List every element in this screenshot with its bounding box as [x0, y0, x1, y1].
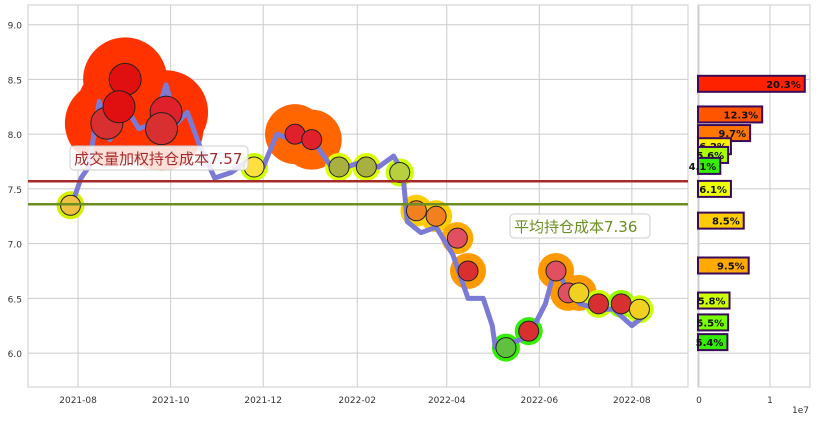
volume-bar-label: 5.6% — [696, 151, 724, 162]
strawberry-icon — [301, 129, 323, 151]
carrot-icon — [405, 200, 427, 222]
label-box — [69, 145, 249, 171]
watermelon-icon — [457, 260, 479, 282]
apple-icon — [108, 62, 142, 96]
volume-bar — [697, 333, 729, 352]
x-tick-label: 1 — [767, 396, 773, 406]
radish-icon — [545, 260, 567, 282]
volume-bar-label: 4.1% — [689, 162, 717, 173]
x-tick-label: 2021-12 — [244, 396, 282, 406]
apple-icon — [102, 90, 136, 124]
pineapple-slices-icon — [495, 337, 517, 359]
hline-label-weighted: 成交量加权持仓成本7.57 — [74, 150, 242, 168]
hline-label-average: 平均持仓成本7.36 — [514, 218, 637, 236]
carrot-icon — [425, 205, 447, 227]
corn-icon — [568, 282, 590, 304]
volume-bar — [697, 211, 745, 230]
x-tick-label: 0 — [696, 396, 702, 406]
pear-icon — [328, 156, 350, 178]
volume-bar — [697, 179, 732, 198]
volume-bar — [697, 74, 806, 93]
radish-icon — [446, 227, 468, 249]
x-tick-label: 2022-06 — [521, 396, 559, 406]
volume-bar-label: 5.8% — [698, 297, 726, 308]
volume-bar — [697, 156, 722, 175]
volume-bar — [697, 313, 730, 332]
x-tick-label: 2022-02 — [338, 396, 376, 406]
volume-bar-label: 20.3% — [766, 80, 801, 91]
volume-bar — [697, 291, 731, 310]
volume-bar-label: 12.3% — [723, 110, 758, 121]
watermelon-icon — [610, 293, 632, 315]
volume-bar — [697, 256, 750, 275]
kiwi-icon — [389, 161, 411, 183]
y-tick-label: 8.5 — [8, 76, 22, 86]
volume-bar — [697, 105, 764, 124]
y-tick-label: 6.0 — [8, 350, 23, 360]
x-tick-label: 2021-10 — [152, 396, 190, 406]
volume-bar-label: 8.5% — [712, 217, 740, 228]
corn-icon — [628, 298, 650, 320]
y-tick-label: 7.0 — [8, 241, 23, 251]
watermelon-icon — [145, 112, 179, 146]
y-tick-label: 8.0 — [8, 131, 23, 141]
volume-bar-label: 9.7% — [718, 129, 746, 140]
y-tick-label: 7.5 — [8, 186, 22, 196]
volume-bar-label: 5.5% — [696, 318, 724, 329]
volume-bar-label: 5.4% — [696, 338, 724, 349]
y-tick-label: 6.5 — [8, 295, 22, 305]
watermelon-icon — [518, 320, 540, 342]
x-offset-label: 1e7 — [792, 406, 809, 416]
watermelon-icon — [587, 293, 609, 315]
volume-bar-label: 6.1% — [699, 185, 727, 196]
pear-icon — [355, 156, 377, 178]
x-tick-label: 2021-08 — [59, 396, 97, 406]
y-tick-label: 9.0 — [8, 22, 23, 32]
x-tick-label: 2022-08 — [613, 396, 651, 406]
volume-bar-label: 9.5% — [717, 262, 745, 273]
label-box — [509, 213, 651, 239]
x-tick-label: 2022-04 — [428, 396, 466, 406]
